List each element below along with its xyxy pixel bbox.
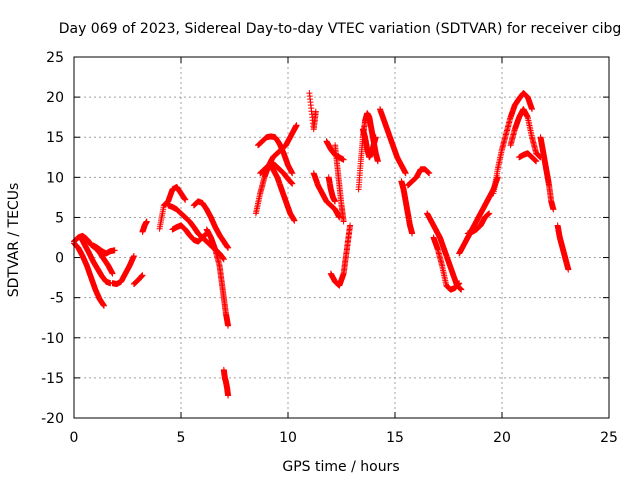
series-arc-16: [257, 162, 298, 224]
y-tick-label-3: -5: [50, 291, 64, 307]
series-arc-8: [156, 184, 189, 232]
grid: [74, 57, 609, 418]
series-markers-arc-13: [220, 366, 232, 399]
series-arc-28: [404, 166, 433, 189]
x-tick-label-5: 25: [600, 430, 618, 446]
series-arc-34: [507, 106, 544, 161]
series-markers-arc-11: [190, 198, 232, 251]
series-arc-37: [554, 222, 572, 273]
series-markers-arc-26: [377, 106, 409, 177]
series-markers-arc-19: [310, 170, 343, 221]
series-arc-27: [398, 178, 416, 237]
series-arc-22: [327, 222, 354, 289]
x-tick-label-3: 15: [386, 430, 404, 446]
series-markers-arc-21: [325, 174, 339, 205]
series-markers-arc-37: [554, 222, 572, 273]
series-arc-18: [306, 90, 319, 133]
x-tick-label-1: 5: [177, 430, 186, 446]
series-arc-17: [267, 159, 296, 187]
series-arc-21: [325, 174, 339, 205]
series-arc-15: [255, 133, 296, 177]
series-markers-arc-15: [255, 133, 296, 177]
x-tick-label-2: 10: [279, 430, 297, 446]
y-tick-label-2: -10: [41, 331, 64, 347]
series-markers-arc-10: [169, 222, 210, 245]
series-arc-35: [516, 150, 540, 165]
y-tick-label-5: 5: [55, 210, 64, 226]
series-markers-arc-7: [139, 218, 150, 235]
chart-title: Day 069 of 2023, Sidereal Day-to-day VTE…: [59, 21, 622, 37]
series-markers-arc-32: [464, 210, 493, 237]
series-arc-12: [203, 226, 232, 329]
series-arc-11: [190, 198, 232, 251]
y-tick-label-1: -15: [41, 371, 64, 387]
series-markers-arc-8: [156, 184, 189, 232]
series-arc-10: [169, 222, 210, 245]
series-markers-arc-6: [130, 272, 146, 287]
series-markers-arc-28: [404, 166, 433, 189]
y-tick-label-9: 25: [46, 50, 64, 66]
series-markers-arc-3: [77, 233, 114, 287]
series-markers-arc-4: [90, 242, 118, 257]
series-markers-arc-17: [267, 159, 296, 187]
series-arc-36: [537, 134, 557, 213]
series-arc-13: [220, 366, 232, 399]
series-markers-arc-23: [332, 142, 347, 225]
series-markers-arc-30: [430, 234, 463, 293]
series-markers-arc-22: [327, 222, 354, 289]
series-markers-arc-33: [490, 90, 535, 197]
series-arc-26: [377, 106, 409, 177]
y-tick-label-4: 0: [55, 251, 64, 267]
data-points: [71, 90, 572, 399]
series-arc-25: [359, 126, 379, 161]
y-tick-label-7: 15: [46, 130, 64, 146]
y-tick-label-6: 10: [46, 170, 64, 186]
series-markers-arc-27: [398, 178, 416, 237]
series-arc-4: [90, 242, 118, 257]
series-markers-arc-18: [306, 90, 319, 133]
series-arc-30: [430, 234, 463, 293]
x-axis-label: GPS time / hours: [282, 459, 399, 475]
series-markers-arc-34: [507, 106, 544, 161]
series-markers-arc-25: [359, 126, 379, 161]
y-tick-label-8: 20: [46, 90, 64, 106]
series-markers-arc-5: [109, 253, 137, 287]
plot-frame: [73, 56, 610, 419]
y-axis-label: SDTVAR / TECUs: [6, 183, 22, 298]
series-markers-arc-35: [516, 150, 540, 165]
series-arc-7: [139, 218, 150, 235]
x-tick-label-4: 20: [493, 430, 511, 446]
series-markers-arc-36: [537, 134, 557, 213]
y-tick-label-0: -20: [41, 411, 64, 427]
series-arc-32: [464, 210, 493, 237]
series-arc-33: [490, 90, 535, 197]
x-tick-label-0: 0: [70, 430, 79, 446]
series-arc-6: [130, 272, 146, 287]
series-arc-5: [109, 253, 137, 287]
series-arc-19: [310, 170, 343, 221]
series-markers-arc-12: [203, 226, 232, 329]
series-arc-3: [77, 233, 114, 287]
series-markers-arc-16: [257, 162, 298, 224]
series-arc-23: [332, 142, 347, 225]
